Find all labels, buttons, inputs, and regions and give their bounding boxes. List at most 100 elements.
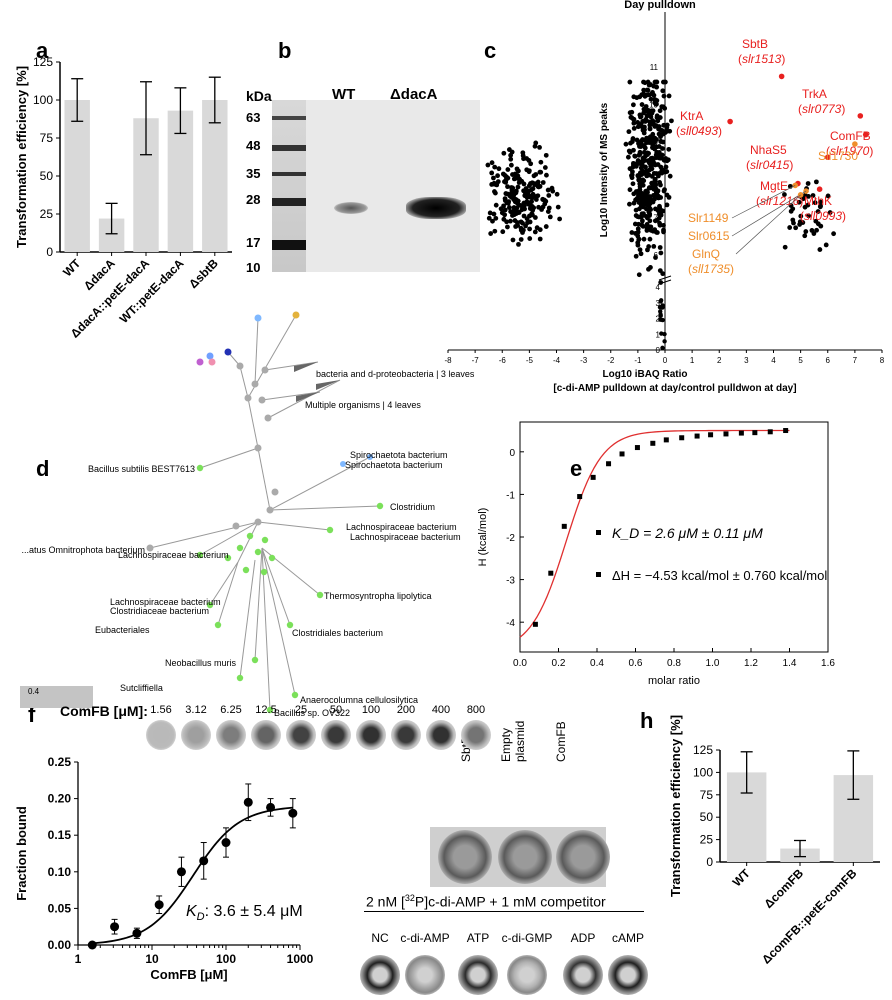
data-point [590, 474, 596, 480]
data-point [646, 82, 652, 88]
data-point [649, 180, 655, 186]
leaf-label: Clostridium [390, 502, 435, 512]
tree-branch [269, 505, 381, 511]
leaf-label: Spirochaetota bacterium [350, 450, 448, 460]
data-point [495, 179, 501, 185]
gene-label: (slr1970) [826, 144, 873, 158]
data-point [658, 299, 663, 304]
data-point [638, 141, 643, 147]
data-point [793, 225, 799, 231]
bar [167, 110, 194, 252]
data-point [512, 218, 518, 223]
data-point [488, 231, 494, 236]
panel-f-binding-curve: 0.00 0.05 0.10 0.15 0.20 0.25 1 10 100 1000 ComFB … [14, 755, 314, 982]
y-axis-label: Fraction bound [14, 806, 29, 901]
data-point [504, 219, 510, 225]
y-tick-label: 3 [656, 299, 661, 308]
data-point [661, 122, 667, 128]
lane-spot [360, 955, 400, 995]
data-point [629, 175, 635, 181]
highlight-point [816, 186, 823, 192]
data-point [657, 210, 662, 216]
panel-d-phylogenetic-tree: bacteria and d-proteobacteria | 3 leaves… [20, 311, 475, 718]
axis-break [658, 275, 672, 281]
tree-tip [196, 358, 204, 366]
tree-tip [260, 568, 268, 576]
data-point [649, 91, 655, 97]
data-point [655, 118, 661, 124]
tree-tip [266, 706, 274, 714]
data-point [516, 168, 521, 174]
data-point [659, 104, 665, 110]
data-point [510, 172, 515, 177]
data-point [495, 173, 500, 179]
data-point [652, 97, 658, 102]
data-point [549, 185, 555, 191]
data-point [531, 173, 537, 179]
data-point [827, 210, 833, 215]
top-lane-label: ComFB [554, 721, 568, 762]
highlight-point [857, 113, 864, 119]
data-point [640, 118, 646, 124]
gene-label: (slr1513) [738, 52, 785, 66]
tree-node [258, 396, 266, 404]
tree-branch [239, 559, 256, 679]
tree-tip [291, 691, 299, 699]
x-tick-label: 5 [798, 356, 803, 365]
data-point [647, 122, 653, 128]
data-point [661, 79, 666, 85]
y-tick-label: 0 [656, 346, 661, 355]
data-point [528, 161, 534, 167]
data-point [627, 201, 632, 207]
y-tick-label: 0.20 [48, 792, 72, 806]
y-axis-label: Log10 Intensity of MS peaks [599, 102, 610, 237]
data-point [787, 225, 793, 230]
data-point [658, 182, 663, 188]
data-point [519, 178, 525, 184]
data-point [508, 162, 514, 168]
data-point [653, 229, 659, 235]
data-point [511, 195, 516, 200]
data-point [557, 216, 563, 222]
top-spot [498, 830, 552, 884]
data-point [491, 211, 497, 217]
tree-branch [261, 391, 321, 401]
y-tick-label: 125 [33, 55, 53, 69]
data-point [492, 164, 498, 170]
y-tick-label: 100 [693, 765, 713, 779]
data-point [526, 183, 532, 189]
y-tick-label: 0.25 [48, 755, 72, 769]
data-point [798, 213, 804, 219]
data-point [658, 313, 663, 318]
tree-tip [236, 544, 244, 552]
spot [321, 720, 351, 750]
data-point [636, 152, 642, 158]
data-point [679, 435, 685, 441]
data-point [501, 203, 507, 209]
data-point [647, 196, 653, 202]
data-point [813, 179, 819, 185]
y-tick-label: 100 [33, 93, 53, 107]
data-point [651, 160, 657, 166]
kd-annotation: KD: 3.6 ± 5.4 μM [186, 903, 303, 923]
lane-label: cAMP [611, 931, 644, 945]
x-tick-label: 0.2 [552, 658, 566, 669]
kda-marker: 35 [246, 166, 261, 181]
tree-branch [257, 447, 271, 511]
kd-annotation: K_D = 2.6 μM ± 0.11 μM [612, 525, 763, 541]
leaf-label: Lachnospiraceae bacterium [346, 522, 457, 532]
data-point [752, 430, 758, 436]
x-tick-label: -5 [526, 356, 534, 365]
data-point [652, 194, 658, 200]
x-tick-label: 0.4 [590, 658, 604, 669]
data-point [489, 170, 495, 176]
data-point [639, 102, 645, 107]
top-lane-label: Empty [499, 727, 513, 762]
data-point [660, 139, 666, 145]
wt-band [334, 202, 368, 214]
x-tick-label: -4 [553, 356, 561, 365]
spot [251, 720, 281, 750]
data-point [654, 84, 660, 90]
tree-tip [246, 532, 254, 540]
